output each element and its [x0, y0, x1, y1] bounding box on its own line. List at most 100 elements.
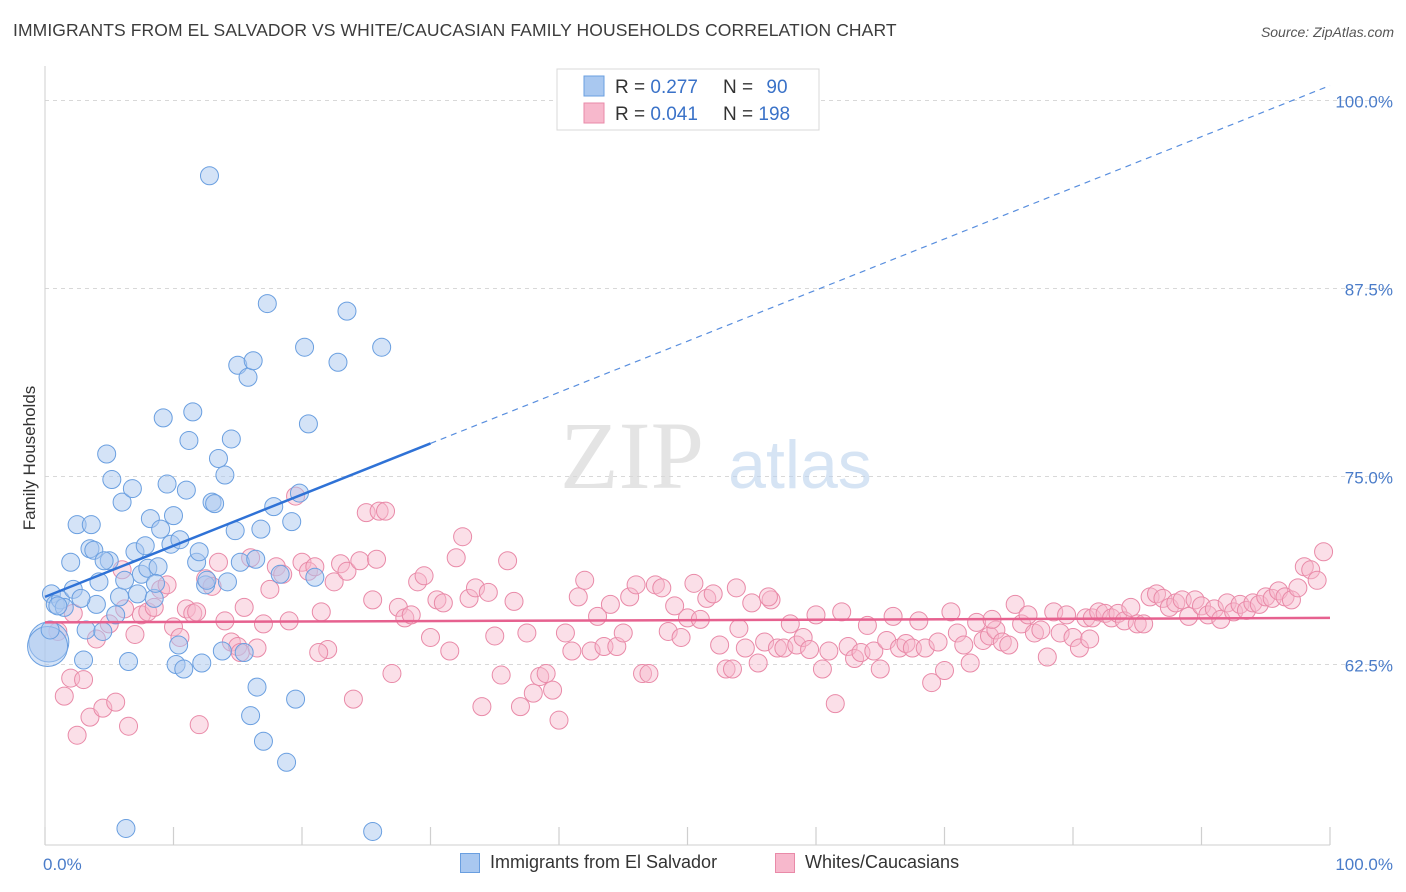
- point-elsalvador-8: [74, 650, 94, 670]
- point-whites-96: [665, 596, 685, 616]
- point-whites-197: [1314, 542, 1334, 562]
- legend-label-elsalvador: Immigrants from El Salvador: [490, 852, 718, 872]
- point-whites-63: [453, 527, 473, 547]
- source-label: Source: ZipAtlas.com: [1260, 24, 1394, 40]
- point-whites-9: [106, 692, 126, 712]
- point-whites-90: [626, 575, 646, 595]
- trend-whites: [44, 616, 1331, 624]
- point-whites-196: [1307, 570, 1327, 590]
- point-whites-117: [800, 639, 820, 659]
- legend-row1-n: N = 90: [723, 77, 788, 98]
- point-whites-33: [260, 579, 280, 599]
- point-whites-126: [857, 615, 877, 635]
- point-whites-89: [620, 587, 640, 607]
- point-whites-154: [1037, 647, 1057, 667]
- y-tick-label-0: 62.5%: [1345, 657, 1393, 676]
- legend-n-label-2: N =: [723, 104, 758, 125]
- x-tick-labels: 0.0% 100.0%: [43, 855, 1393, 874]
- point-whites-156: [1050, 623, 1070, 643]
- point-elsalvador-82: [48, 596, 68, 616]
- point-whites-29: [234, 597, 254, 617]
- point-whites-102: [703, 584, 723, 604]
- y-tick-label-2: 87.5%: [1345, 281, 1393, 300]
- point-whites-41: [311, 602, 331, 622]
- point-whites-4: [74, 670, 94, 690]
- point-whites-130: [883, 606, 903, 626]
- point-elsalvador-22: [115, 570, 135, 590]
- point-elsalvador-20: [110, 587, 130, 607]
- trend-elsalvador-dashed: [430, 84, 1331, 445]
- point-elsalvador-18: [102, 470, 122, 490]
- legend-label-whites: Whites/Caucasians: [805, 852, 960, 872]
- point-elsalvador-79: [372, 337, 392, 357]
- point-whites-122: [832, 602, 852, 622]
- point-whites-136: [922, 673, 942, 693]
- point-elsalvador-33: [151, 519, 171, 539]
- point-whites-46: [343, 689, 363, 709]
- point-whites-207: [1080, 629, 1100, 649]
- point-whites-113: [774, 638, 794, 658]
- point-whites-92: [639, 664, 659, 684]
- point-whites-68: [485, 626, 505, 646]
- legend-swatch-whites: [775, 852, 795, 873]
- point-whites-95: [658, 621, 678, 641]
- point-elsalvador-28: [135, 536, 155, 556]
- point-whites-81: [568, 587, 588, 607]
- legend-swatch-blue: [583, 75, 605, 97]
- point-elsalvador-11: [81, 515, 101, 535]
- point-whites-105: [722, 659, 742, 679]
- point-whites-97: [671, 627, 691, 647]
- point-whites-120: [819, 641, 839, 661]
- point-elsalvador-88: [169, 635, 189, 655]
- point-whites-157: [1057, 605, 1077, 625]
- legend-row2: R = 0.041: [615, 104, 698, 125]
- y-tick-label-3: 100.0%: [1335, 93, 1393, 112]
- point-whites-57: [414, 566, 434, 586]
- point-elsalvador-60: [238, 367, 258, 387]
- point-whites-76: [536, 664, 556, 684]
- point-elsalvador-37: [164, 506, 183, 526]
- point-elsalvador-81: [40, 620, 60, 640]
- point-whites-43: [324, 572, 344, 592]
- point-whites-79: [555, 623, 575, 643]
- point-elsalvador-86: [197, 570, 217, 590]
- point-elsalvador-9: [76, 620, 96, 640]
- point-whites-148: [999, 635, 1019, 655]
- point-whites-162: [1089, 602, 1109, 622]
- point-elsalvador-46: [192, 653, 212, 673]
- point-whites-3: [67, 725, 87, 745]
- point-whites-114: [780, 614, 800, 634]
- point-whites-141: [954, 635, 974, 655]
- point-whites-137: [928, 632, 948, 652]
- point-elsalvador-50: [205, 494, 225, 514]
- point-whites-94: [652, 578, 672, 598]
- point-elsalvador-35: [157, 474, 177, 494]
- point-elsalvador-41: [176, 480, 196, 500]
- point-whites-153: [1031, 620, 1051, 640]
- point-whites-61: [440, 641, 460, 661]
- series-whites-points: [48, 486, 1334, 745]
- point-whites-106: [729, 618, 749, 638]
- point-whites-78: [549, 710, 569, 730]
- point-whites-134: [909, 611, 929, 631]
- point-elsalvador-84: [71, 588, 91, 608]
- point-whites-32: [253, 614, 273, 634]
- point-whites-70: [498, 551, 518, 571]
- point-elsalvador-64: [251, 519, 271, 539]
- point-whites-80: [562, 641, 582, 661]
- point-whites-69: [491, 665, 511, 685]
- point-whites-111: [761, 590, 781, 610]
- point-whites-12: [125, 624, 145, 644]
- legend-r-value-1: 0.277: [650, 77, 698, 98]
- point-whites-11: [119, 716, 139, 736]
- point-whites-167: [1121, 597, 1141, 617]
- y-tick-labels: 62.5% 75.0% 87.5% 100.0%: [1335, 93, 1393, 676]
- point-whites-67: [478, 582, 498, 602]
- point-whites-45: [337, 561, 357, 581]
- point-whites-50: [369, 501, 389, 521]
- legend-n-value-2: 198: [758, 104, 790, 125]
- point-whites-91: [633, 664, 653, 684]
- point-whites-112: [767, 638, 787, 658]
- point-whites-86: [600, 594, 620, 614]
- point-elsalvador-78: [363, 821, 383, 841]
